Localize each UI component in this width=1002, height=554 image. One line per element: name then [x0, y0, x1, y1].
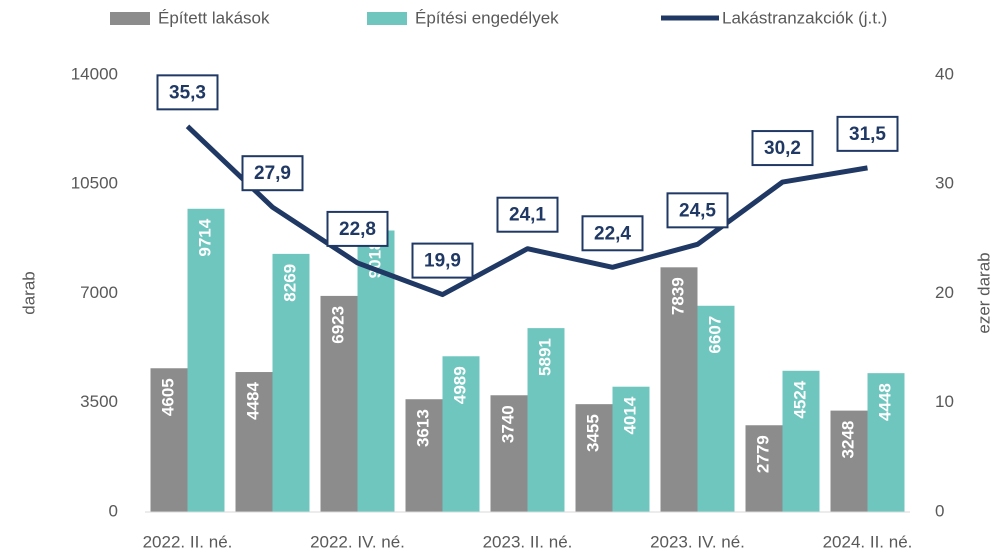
y2-tick-label: 20 — [935, 283, 954, 302]
bar — [272, 253, 310, 512]
line-label-box — [411, 242, 474, 279]
line-label-box — [241, 155, 304, 192]
bar-value-label: 9714 — [195, 218, 214, 256]
bar — [490, 395, 528, 512]
line-value-label: 24,1 — [509, 205, 546, 226]
legend-label: Lakástranzakciók (j.t.) — [722, 8, 887, 27]
y-tick-label: 14000 — [71, 64, 118, 83]
y-tick-label: 0 — [109, 501, 118, 520]
bar — [830, 410, 868, 512]
line-label-box — [751, 130, 814, 167]
bar — [442, 356, 480, 512]
legend-label: Épített lakások — [158, 8, 270, 27]
line-value-label: 27,9 — [254, 163, 291, 184]
line-value-label: 31,5 — [849, 124, 886, 145]
bar-value-label: 4605 — [158, 378, 177, 416]
y2-tick-label: 40 — [935, 64, 954, 83]
bar — [235, 372, 273, 512]
line-label-box — [581, 215, 644, 252]
line-value-label: 19,9 — [424, 251, 461, 272]
line-value-label: 35,3 — [169, 82, 206, 103]
bar — [867, 373, 905, 512]
bar-value-label: 6923 — [328, 306, 347, 344]
bar — [187, 208, 225, 512]
x-tick-label: 2022. IV. né. — [310, 532, 405, 551]
x-tick-label: 2023. IV. né. — [650, 532, 745, 551]
bar — [405, 399, 443, 512]
y-tick-label: 10500 — [71, 174, 118, 193]
line-label-box — [156, 74, 219, 111]
x-tick-label: 2022. II. né. — [143, 532, 233, 551]
bar — [782, 370, 820, 512]
y2-tick-label: 30 — [935, 174, 954, 193]
bar-value-label: 4524 — [790, 380, 809, 418]
y-tick-label: 3500 — [80, 392, 118, 411]
bar — [660, 267, 698, 512]
y2-axis-title: ezer darab — [974, 252, 993, 333]
bar — [527, 328, 565, 512]
legend-label: Építési engedélyek — [415, 8, 559, 27]
line-value-label: 22,4 — [594, 223, 631, 244]
bar-value-label: 4448 — [875, 383, 894, 421]
bar-value-label: 6607 — [705, 316, 724, 354]
bar-value-label: 3740 — [498, 405, 517, 443]
bar — [697, 305, 735, 512]
line-label-box — [496, 196, 559, 233]
y2-tick-label: 0 — [935, 501, 944, 520]
bar-value-label: 8269 — [280, 264, 299, 302]
line-label-box — [666, 192, 729, 229]
line-value-label: 22,8 — [339, 219, 376, 240]
bar-value-label: 4484 — [243, 381, 262, 419]
x-tick-label: 2024. II. né. — [823, 532, 913, 551]
bar-value-label: 3613 — [413, 409, 432, 447]
bar-value-label: 4989 — [450, 366, 469, 404]
y-tick-label: 7000 — [80, 283, 118, 302]
bar-value-label: 5891 — [535, 338, 554, 376]
line-value-label: 24,5 — [679, 200, 716, 221]
legend-swatch — [110, 12, 150, 25]
bar — [150, 368, 188, 512]
line — [185, 124, 868, 298]
bar — [320, 295, 358, 512]
bar-value-label: 3248 — [838, 421, 857, 459]
line-value-label: 30,2 — [764, 138, 801, 159]
bar-value-label: 7839 — [668, 277, 687, 315]
bar — [575, 404, 613, 512]
line-label-box — [836, 115, 899, 152]
line-label-box — [326, 210, 389, 247]
legend-swatch — [367, 12, 407, 25]
bar — [612, 386, 650, 512]
bar — [357, 230, 395, 512]
bar — [745, 425, 783, 512]
y2-tick-label: 10 — [935, 392, 954, 411]
bar-value-label: 4014 — [620, 396, 639, 434]
x-tick-label: 2023. II. né. — [483, 532, 573, 551]
bar-value-label: 3455 — [583, 414, 602, 452]
y-axis-title: darab — [19, 271, 38, 314]
bar-value-label: 2779 — [753, 435, 772, 473]
